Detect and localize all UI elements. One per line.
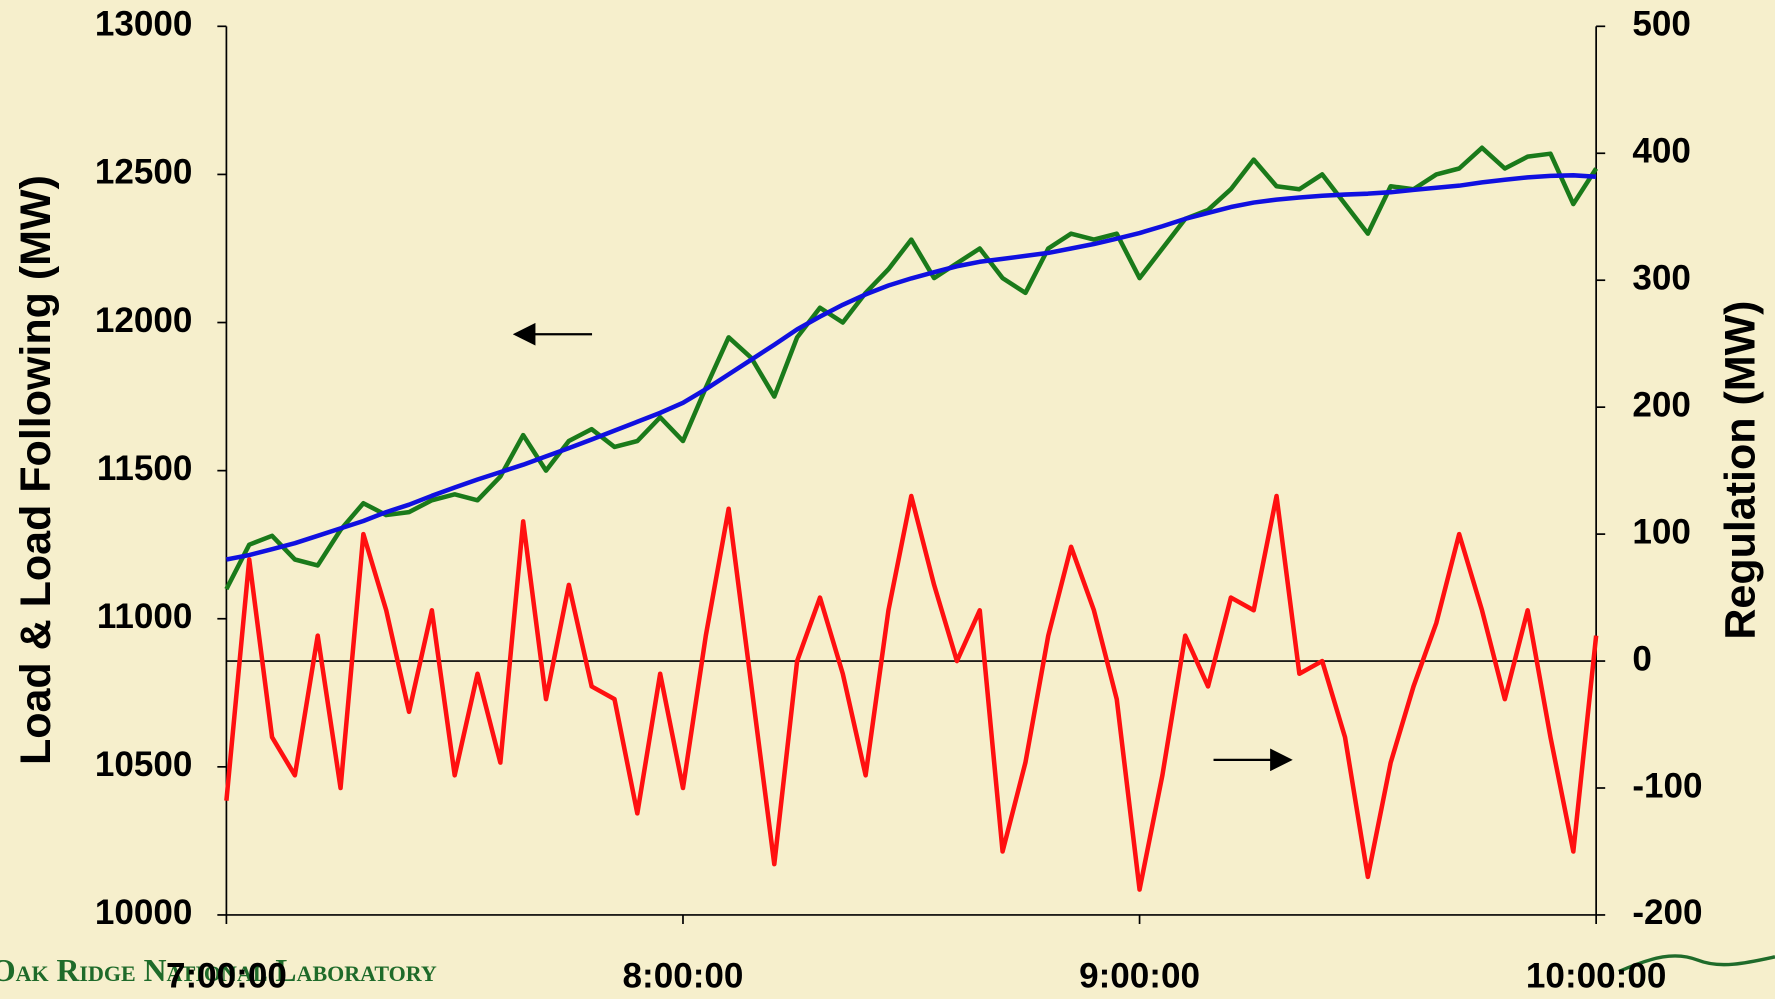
series-line: [224, 145, 1599, 591]
y2-tick-label: 100: [1632, 512, 1691, 551]
y-tick-label: 11500: [97, 449, 193, 488]
y2-tick-label: 500: [1632, 5, 1691, 44]
y2-axis-title: Regulation (MW): [1717, 300, 1765, 639]
series-line: [225, 173, 1597, 562]
x-tick-label: 9:00:00: [1079, 957, 1200, 996]
series-line: [224, 493, 1599, 892]
y2-tick-label: 300: [1632, 258, 1691, 297]
y2-tick-label: 400: [1632, 132, 1691, 171]
y-tick-label: 11000: [97, 597, 193, 636]
y-tick-label: 12000: [95, 301, 193, 340]
y-tick-label: 10500: [95, 745, 193, 784]
y2-tick-label: -200: [1632, 893, 1702, 932]
y2-tick-label: -100: [1632, 766, 1702, 805]
x-tick-label: 8:00:00: [623, 957, 744, 996]
y-tick-label: 12500: [95, 153, 193, 192]
x-tick-label: 10:00:00: [1526, 957, 1666, 996]
x-tick-label: 7:00:00: [166, 957, 287, 996]
y2-tick-label: 200: [1632, 385, 1691, 424]
y-tick-label: 10000: [95, 893, 193, 932]
logo-swoosh: [1618, 954, 1775, 974]
footer: Oak Ridge National Laboratory: [0, 953, 437, 988]
y2-tick-label: 0: [1632, 639, 1652, 678]
y-tick-label: 13000: [95, 5, 193, 44]
y-axis-title: Load & Load Following (MW): [12, 175, 60, 765]
